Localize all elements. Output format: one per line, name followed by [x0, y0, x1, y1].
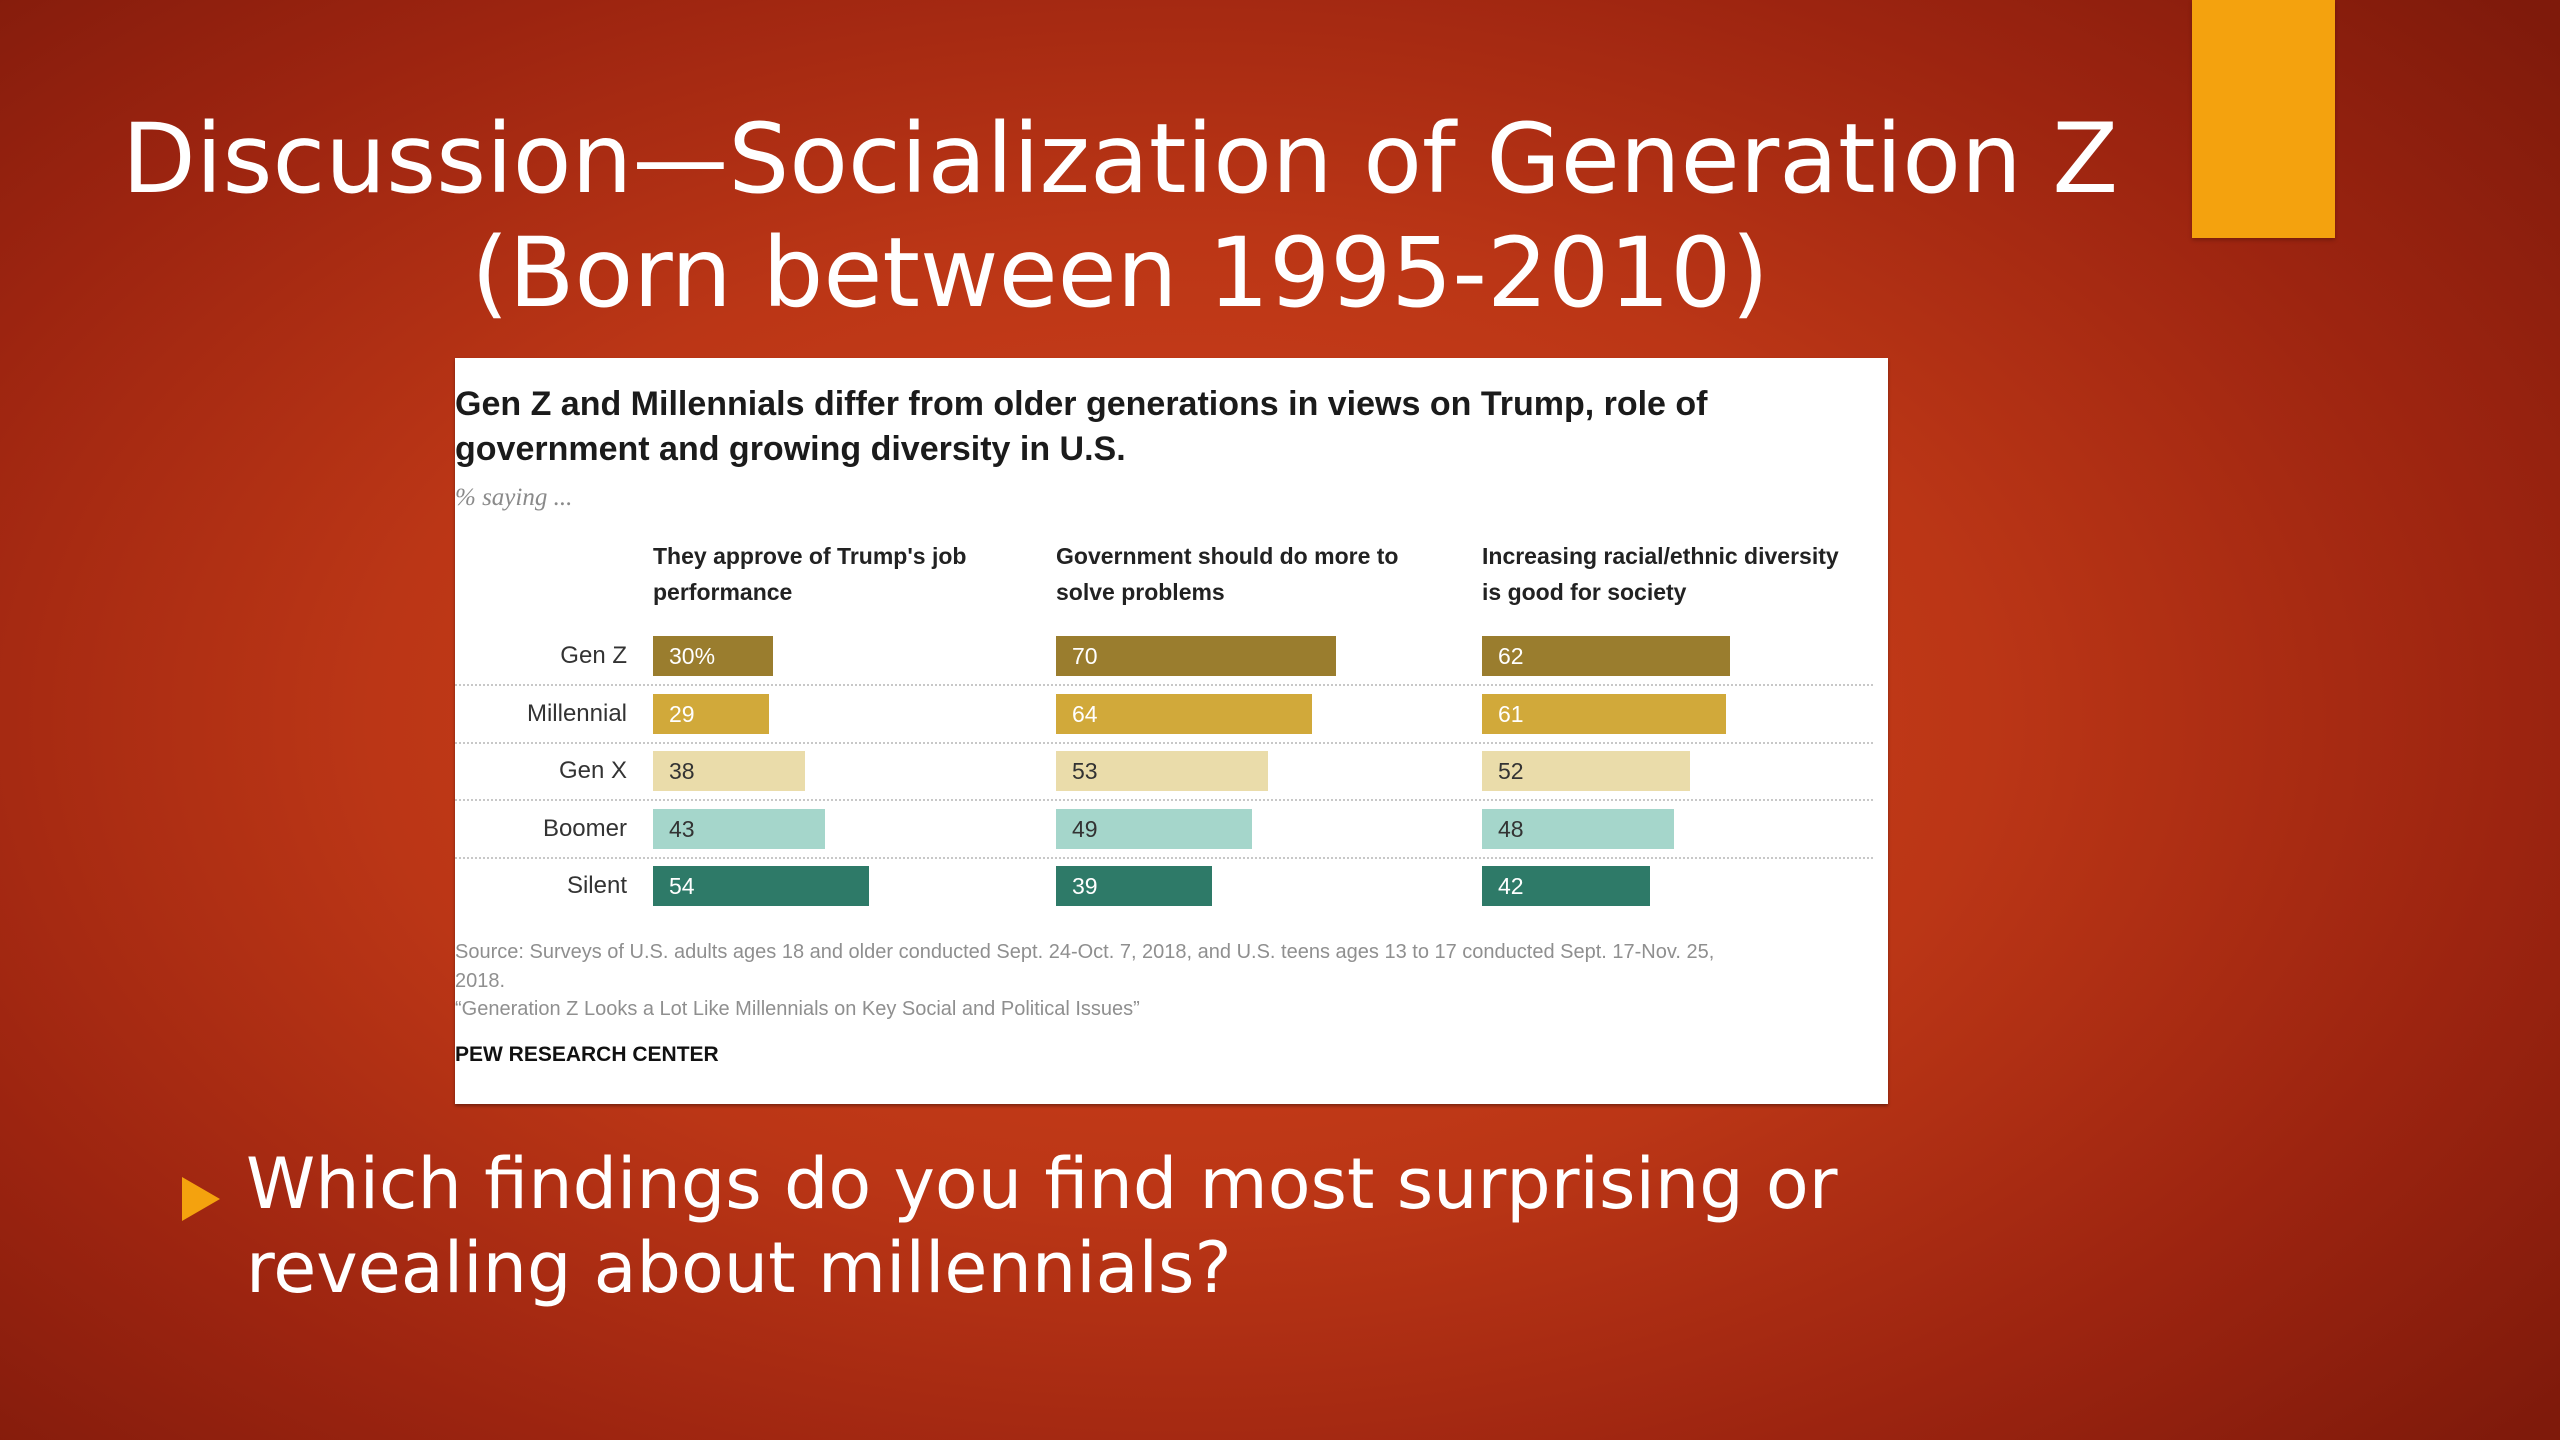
chart-title-line-1: Gen Z and Millennials differ from older … [455, 385, 1708, 423]
bar-panel-3-gen-x: 52 [1482, 751, 1690, 791]
bar-panel-2-gen-x: 53 [1056, 751, 1268, 791]
bar-panel-2-millennial: 64 [1056, 693, 1312, 734]
chart-source-line-1: Source: Surveys of U.S. adults ages 18 a… [455, 941, 1715, 963]
bullet-question-line-1: Which findings do you find most surprisi… [246, 1143, 1838, 1225]
bar-panel-1-millennial: 29 [653, 693, 769, 734]
chart-org-credit: PEW RESEARCH CENTER [455, 1043, 719, 1066]
bullet-question-line-2: revealing about millennials? [246, 1227, 1232, 1309]
bar-panel-2-boomer: 49 [1056, 808, 1252, 849]
chart-figure: Gen Z and Millennials differ from older … [455, 358, 1888, 1104]
triangle-bullet-icon [182, 1177, 220, 1221]
slide-title: Discussion—Socialization of Generation Z… [120, 102, 2120, 330]
accent-block [2192, 0, 2335, 238]
row-label-boomer: Boomer [542, 814, 627, 842]
chart-source-line-2: 2018. [455, 970, 506, 992]
chart-source: Source: Surveys of U.S. adults ages 18 a… [455, 938, 1880, 996]
row-label-millennial: Millennial [526, 699, 627, 727]
bar-panel-2-gen-z: 70 [1056, 636, 1336, 676]
bar-panel-3-boomer: 48 [1482, 808, 1674, 849]
bar-panel-3-gen-z: 62 [1482, 636, 1730, 676]
row-label-gen-x: Gen X [558, 757, 627, 784]
bar-panel-3-millennial: 61 [1482, 693, 1726, 734]
chart-caption: “Generation Z Looks a Lot Like Millennia… [455, 998, 1140, 1020]
bar-panel-2-silent: 39 [1056, 866, 1212, 906]
slide-title-line-1: Discussion—Socialization of Generation Z [121, 103, 2119, 215]
row-label-gen-z: Gen Z [560, 642, 627, 669]
chart-subtitle: % saying ... [455, 484, 573, 511]
row-divider [455, 799, 1873, 801]
chart-title-line-2: government and growing diversity in U.S. [455, 430, 1126, 468]
row-divider [455, 741, 1873, 744]
bar-panel-1-gen-x: 38 [653, 751, 805, 791]
bar-panel-1-silent: 54 [653, 866, 869, 906]
row-label-silent: Silent [566, 872, 627, 899]
bar-panel-3-silent: 42 [1482, 866, 1650, 906]
chart-title: Gen Z and Millennials differ from older … [455, 382, 1835, 472]
bar-panel-1-gen-z: 30% [653, 636, 773, 676]
panel-title-1: They approve of Trump's job performance [653, 543, 967, 605]
row-divider [455, 856, 1873, 859]
slide-title-line-2: (Born between 1995-2010) [471, 217, 1769, 329]
bullet-question: Which findings do you find most surprisi… [246, 1142, 2146, 1310]
row-divider [455, 684, 1873, 686]
panel-title-2: Government should do more to solve proble… [1056, 543, 1399, 605]
panel-title-3: Increasing racial/ethnic diversity is goo… [1482, 543, 1839, 605]
bar-panel-1-boomer: 43 [653, 808, 825, 849]
